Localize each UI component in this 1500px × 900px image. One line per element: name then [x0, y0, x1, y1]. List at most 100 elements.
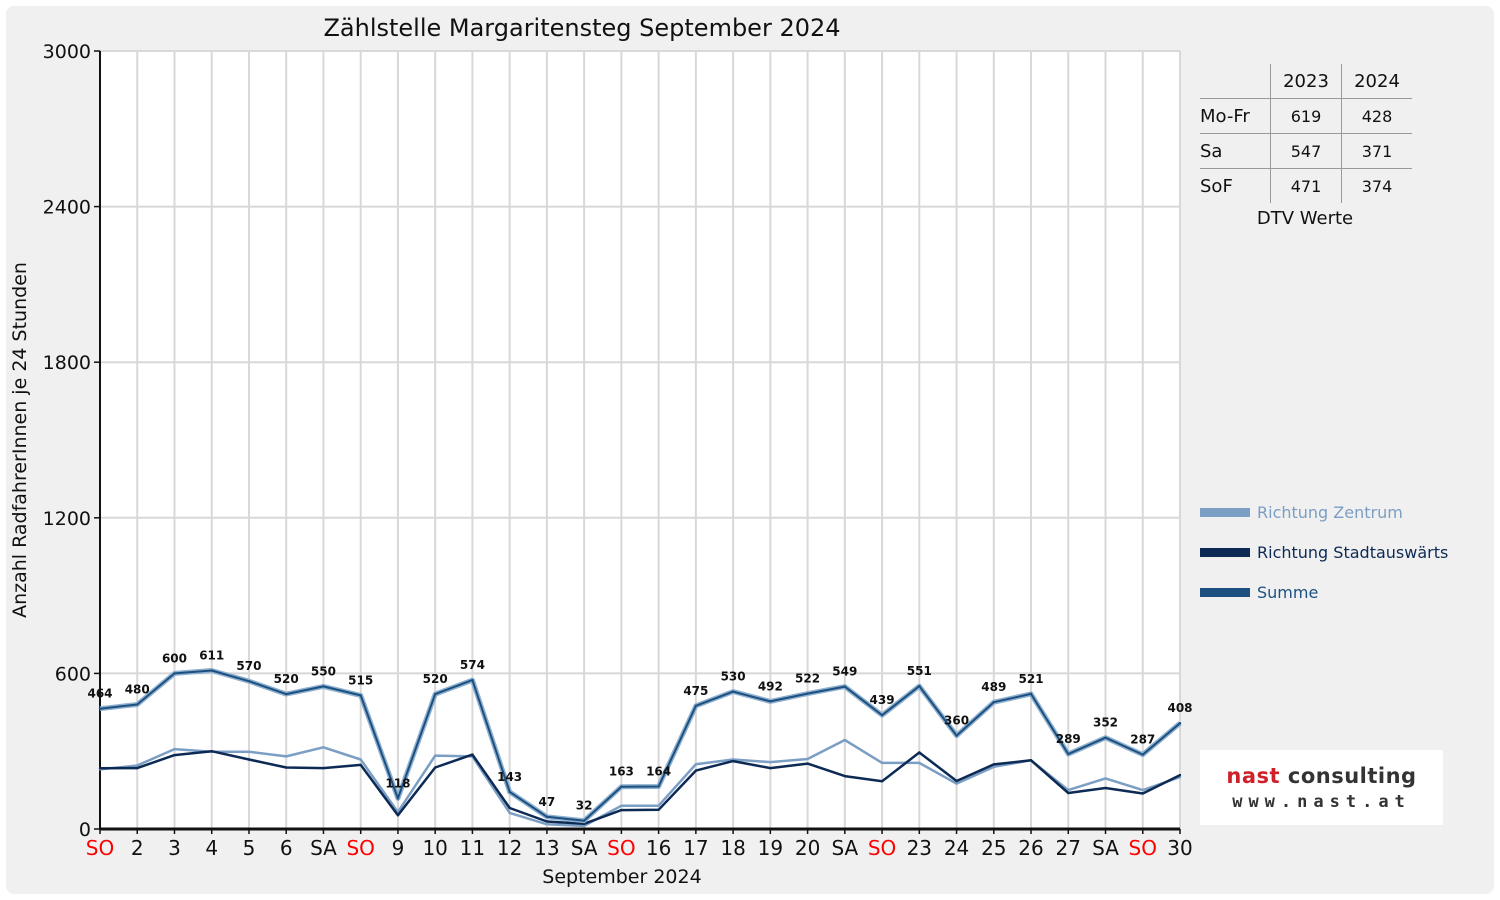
data-label: 464 [87, 687, 112, 701]
company-logo: nast consulting www.nast.at [1200, 750, 1443, 825]
data-label: 600 [162, 651, 187, 665]
data-point [247, 750, 251, 753]
data-label: 475 [683, 684, 708, 698]
data-label: 360 [944, 714, 969, 728]
x-tick-label: 13 [534, 836, 559, 860]
x-tick-label: 3 [168, 836, 181, 860]
legend-label: Richtung Stadtauswärts [1257, 542, 1449, 562]
data-point [918, 761, 921, 765]
data-label: 492 [758, 679, 783, 693]
data-point [843, 685, 847, 688]
x-tick-label: SA [831, 836, 858, 860]
data-point [433, 754, 437, 757]
data-point [322, 746, 325, 749]
data-point [1104, 786, 1107, 790]
data-point [731, 759, 735, 763]
y-tick-label: 1800 [43, 352, 91, 374]
data-point [582, 819, 586, 822]
x-tick-label: 20 [795, 836, 820, 860]
dtv-header-row: 2023 2024 [1200, 64, 1412, 99]
data-label: 289 [1056, 732, 1081, 746]
data-point [545, 820, 549, 823]
data-point [843, 738, 847, 742]
data-point [322, 685, 325, 688]
data-point [582, 822, 586, 826]
x-tick-label: SA [571, 836, 598, 860]
data-point [1067, 788, 1070, 792]
data-label: 118 [385, 776, 410, 790]
dtv-corner [1200, 64, 1271, 99]
data-point [545, 815, 549, 819]
data-point [1029, 759, 1033, 762]
data-point [508, 790, 511, 794]
legend-swatch [1200, 547, 1250, 557]
series-line-summe [99, 669, 1181, 822]
data-label: 47 [539, 795, 556, 809]
data-point [1067, 791, 1070, 795]
data-point [880, 780, 884, 783]
x-tick-label: 5 [243, 836, 256, 860]
legend-item-stadtauswaerts: Richtung Stadtauswärts [1200, 532, 1448, 572]
y-tick-label: 2400 [43, 197, 91, 219]
legend-item-zentrum: Richtung Zentrum [1200, 492, 1448, 532]
data-point [396, 797, 400, 800]
data-point [843, 774, 847, 778]
data-point [694, 769, 698, 772]
data-point [992, 765, 995, 768]
plot-area [100, 51, 1180, 829]
data-point [620, 808, 623, 812]
dtv-row-sa: Sa 547 371 [1200, 133, 1412, 169]
data-point [173, 672, 176, 675]
data-point [620, 785, 623, 788]
data-label: 551 [907, 664, 932, 678]
data-label: 163 [609, 765, 634, 779]
data-point [769, 700, 772, 703]
x-tick-label: SA [310, 836, 337, 860]
data-point [322, 766, 325, 770]
data-point [992, 763, 995, 766]
data-point [582, 824, 586, 828]
data-point [918, 751, 921, 754]
data-point [285, 766, 288, 769]
data-point [433, 692, 437, 696]
data-point [1178, 773, 1182, 777]
data-label: 570 [236, 659, 261, 673]
data-label: 143 [497, 770, 522, 784]
y-axis-label: Anzahl RadfahrerInnen je 24 Stunden [9, 262, 31, 618]
x-tick-label: SO [1129, 836, 1157, 860]
x-tick-label: SO [86, 836, 114, 860]
data-point [173, 747, 176, 751]
x-tick-label: 12 [497, 836, 522, 860]
y-tick-label: 0 [79, 819, 91, 841]
x-tick-label: 26 [1018, 836, 1043, 860]
data-point [657, 785, 660, 788]
x-tick-label: 27 [1056, 836, 1081, 860]
y-tick-label: 3000 [43, 41, 91, 63]
data-point [880, 713, 884, 717]
dtv-row-label: Sa [1200, 133, 1271, 169]
legend-label: Richtung Zentrum [1257, 502, 1403, 522]
data-label: 164 [646, 764, 671, 778]
data-point [1141, 788, 1144, 792]
data-point [694, 762, 698, 766]
x-axis-label: September 2024 [542, 866, 701, 888]
data-label: 530 [721, 670, 746, 684]
data-point [806, 762, 809, 765]
dtv-row-sof: SoF 471 374 [1200, 168, 1412, 203]
x-tick-label: 4 [205, 836, 218, 860]
x-tick-label: SO [346, 836, 374, 860]
data-point [1141, 792, 1144, 795]
dtv-row-mofr: Mo-Fr 619 428 [1200, 98, 1412, 134]
data-label: 352 [1093, 716, 1118, 730]
data-point [1141, 753, 1144, 756]
data-point [992, 700, 995, 704]
data-point [657, 804, 660, 807]
x-tick-label: 25 [981, 836, 1006, 860]
data-point [210, 669, 213, 672]
logo-name-part2: consulting [1280, 764, 1417, 788]
data-label: 480 [125, 683, 150, 697]
dtv-caption: DTV Werte [1256, 208, 1354, 229]
dtv-row-label: Mo-Fr [1200, 98, 1271, 134]
data-label: 520 [274, 672, 299, 686]
data-point [769, 760, 772, 764]
